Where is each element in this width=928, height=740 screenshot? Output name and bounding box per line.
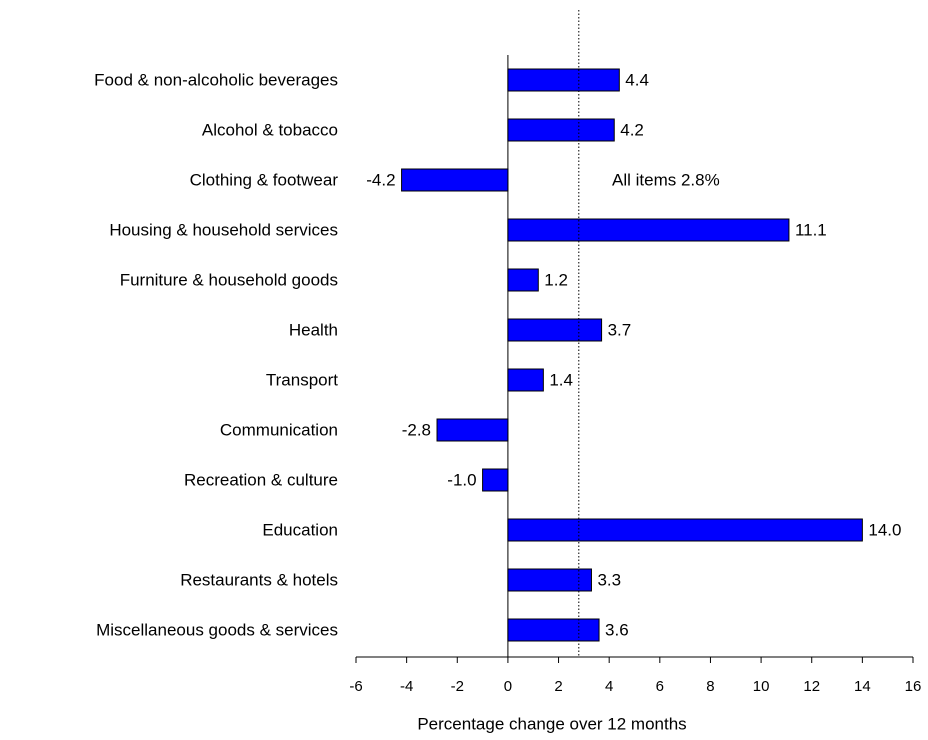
- x-axis-title: Percentage change over 12 months: [417, 714, 686, 733]
- y-tick-label: Housing & household services: [109, 220, 338, 239]
- y-tick-label: Clothing & footwear: [190, 170, 339, 189]
- x-tick-label: 10: [753, 678, 770, 695]
- x-tick-label: 14: [854, 678, 871, 695]
- x-tick-label: -2: [451, 678, 464, 695]
- value-label: 3.6: [605, 620, 629, 639]
- value-label: 3.7: [608, 320, 632, 339]
- value-label: 11.1: [795, 220, 827, 239]
- bar: [507, 568, 592, 592]
- x-tick-label: 0: [504, 678, 512, 695]
- value-label: 14.0: [868, 520, 901, 539]
- value-label: 1.4: [549, 370, 573, 389]
- bar: [507, 118, 615, 142]
- y-tick-label: Alcohol & tobacco: [202, 120, 338, 139]
- y-tick-label: Education: [262, 520, 338, 539]
- y-tick-label: Recreation & culture: [184, 470, 338, 489]
- bar: [507, 368, 544, 392]
- bar: [482, 468, 509, 492]
- value-label: 4.2: [620, 120, 644, 139]
- y-tick-label: Food & non-alcoholic beverages: [94, 70, 338, 89]
- bar: [507, 268, 539, 292]
- value-label: 4.4: [625, 70, 649, 89]
- y-tick-label: Furniture & household goods: [120, 270, 338, 289]
- x-tick-label: 12: [803, 678, 820, 695]
- value-label: -4.2: [366, 170, 395, 189]
- y-tick-label: Transport: [266, 370, 338, 389]
- value-label: 3.3: [597, 570, 621, 589]
- bar: [436, 418, 509, 442]
- x-tick-label: 16: [905, 678, 922, 695]
- y-tick-label: Health: [289, 320, 338, 339]
- bar: [507, 618, 600, 642]
- value-label: -2.8: [402, 420, 431, 439]
- y-tick-label: Miscellaneous goods & services: [96, 620, 338, 639]
- value-label: 1.2: [544, 270, 568, 289]
- x-tick-label: -4: [400, 678, 413, 695]
- bar: [401, 168, 509, 192]
- x-tick-label: 2: [554, 678, 562, 695]
- bar: [507, 68, 620, 92]
- bar: [507, 518, 863, 542]
- annotation: All items 2.8%: [612, 170, 720, 189]
- bar: [507, 218, 790, 242]
- bar: [507, 318, 603, 342]
- y-tick-label: Communication: [220, 420, 338, 439]
- x-tick-label: 8: [706, 678, 714, 695]
- x-tick-label: 4: [605, 678, 613, 695]
- x-tick-label: 6: [656, 678, 664, 695]
- y-tick-label: Restaurants & hotels: [180, 570, 338, 589]
- value-label: -1.0: [447, 470, 476, 489]
- x-tick-label: -6: [349, 678, 362, 695]
